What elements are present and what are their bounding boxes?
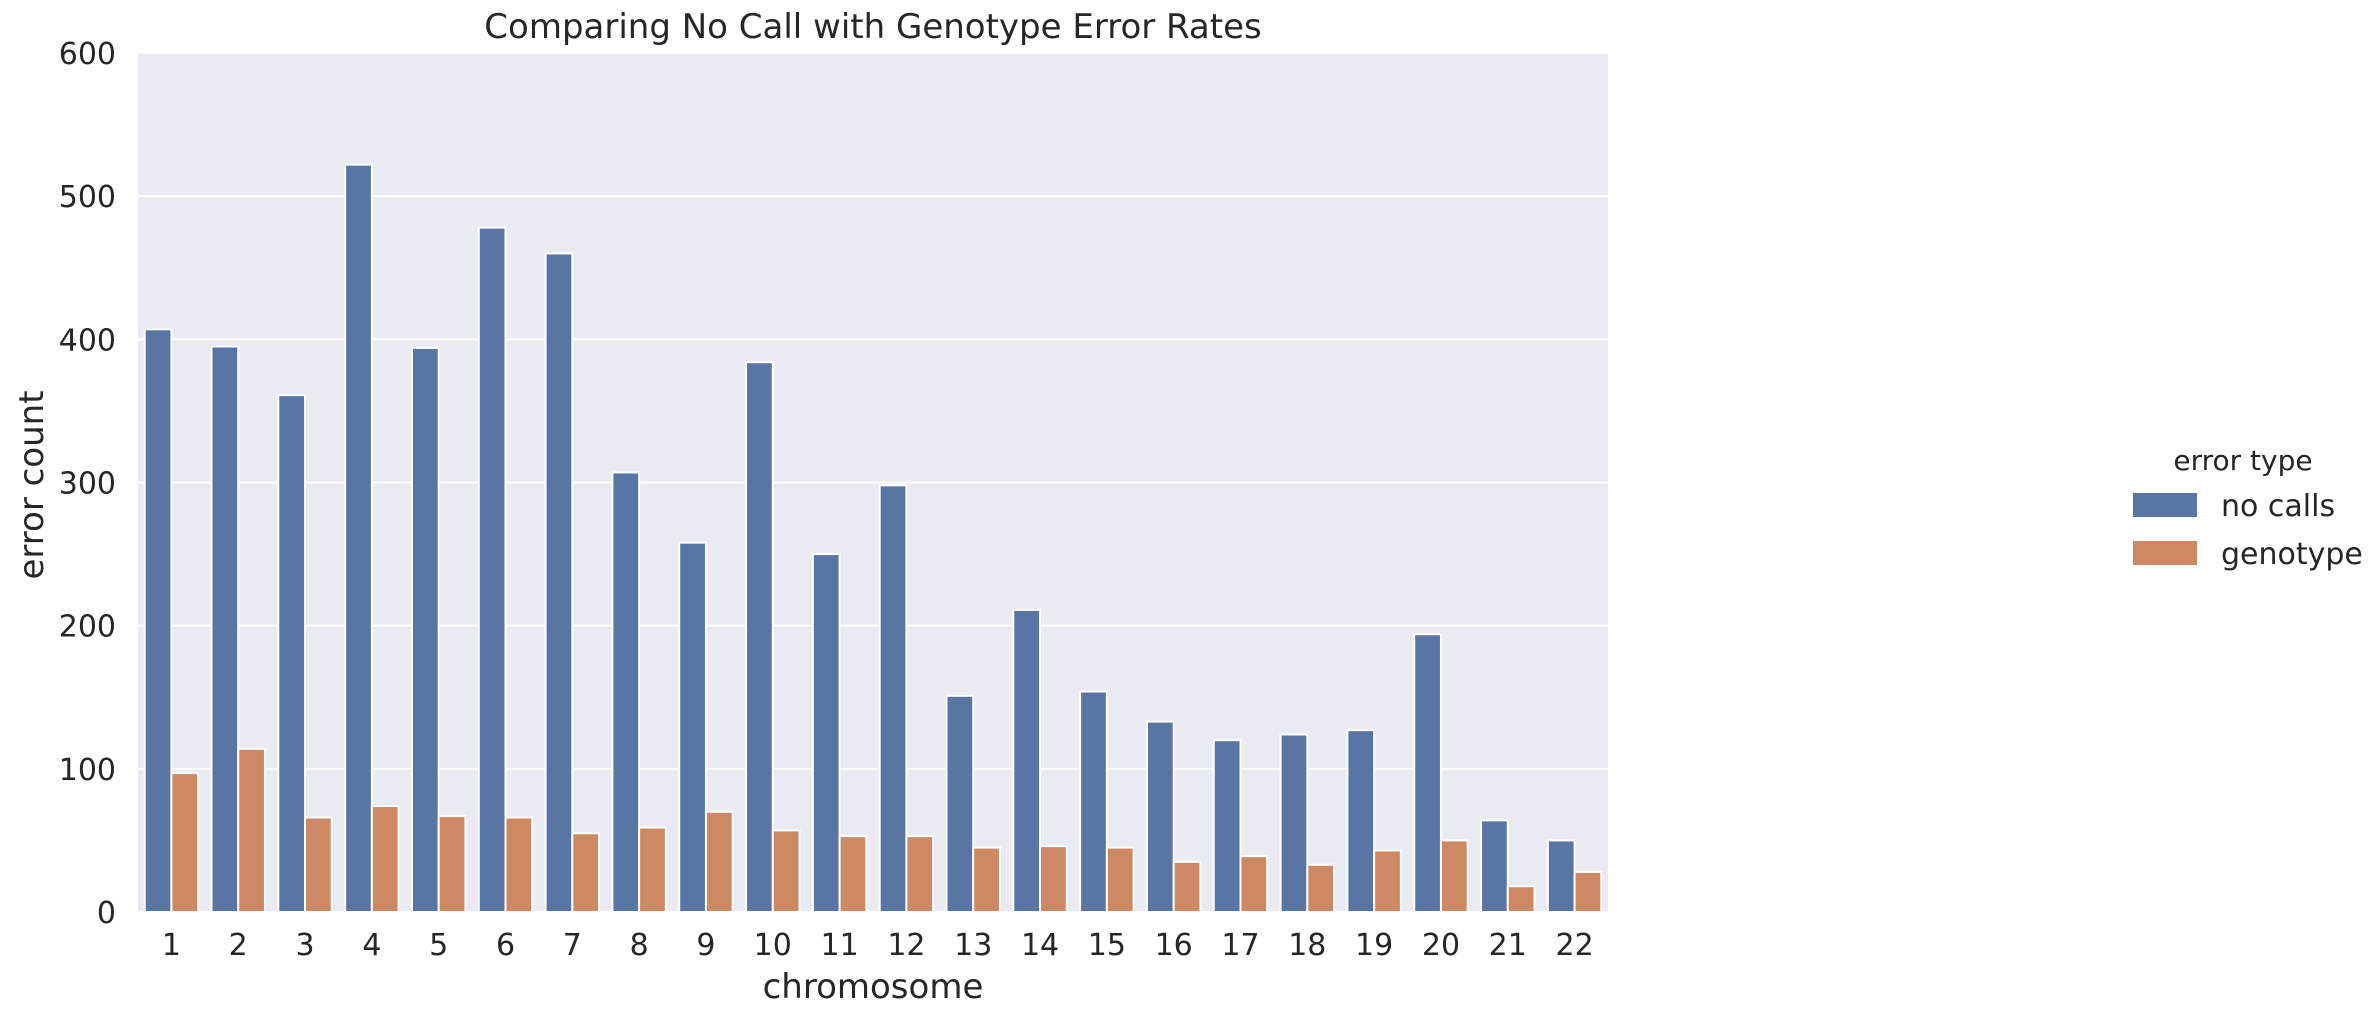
legend-swatch <box>2133 493 2197 517</box>
bar-no-calls-12 <box>878 484 908 913</box>
bar-genotype-10 <box>771 829 801 914</box>
bar-genotype-18 <box>1306 863 1336 914</box>
bar-no-calls-19 <box>1346 729 1376 914</box>
x-tick-label: 8 <box>630 928 649 963</box>
x-tick-label: 13 <box>954 928 992 963</box>
bar-no-calls-22 <box>1546 839 1576 914</box>
bar-genotype-7 <box>571 832 601 914</box>
bar-genotype-2 <box>237 747 266 913</box>
y-tick-label: 600 <box>59 37 116 72</box>
y-tick-label: 0 <box>97 896 116 931</box>
bar-no-calls-8 <box>611 471 641 913</box>
bar-no-calls-16 <box>1145 720 1175 913</box>
x-tick-label: 17 <box>1221 928 1259 963</box>
bar-no-calls-14 <box>1012 608 1042 913</box>
bar-genotype-16 <box>1172 860 1202 913</box>
bar-no-calls-5 <box>410 346 440 913</box>
bar-no-calls-21 <box>1480 819 1509 914</box>
bar-no-calls-15 <box>1079 690 1108 913</box>
y-axis-ticks: 0 100 200 300 400 500 600 <box>59 37 116 931</box>
x-tick-label: 21 <box>1489 928 1527 963</box>
legend-title: error type <box>2173 444 2312 477</box>
x-tick-label: 22 <box>1555 928 1593 963</box>
bar-genotype-9 <box>704 810 734 913</box>
bar-no-calls-6 <box>477 226 507 913</box>
x-tick-label: 14 <box>1021 928 1059 963</box>
bar-genotype-1 <box>170 772 200 914</box>
x-tick-label: 19 <box>1355 928 1393 963</box>
x-tick-label: 12 <box>887 928 925 963</box>
bar-genotype-19 <box>1373 849 1402 914</box>
y-axis-label: error count <box>12 390 52 579</box>
legend-swatch <box>2133 541 2197 565</box>
x-tick-label: 20 <box>1422 928 1460 963</box>
bar-no-calls-3 <box>277 394 307 913</box>
bar-genotype-4 <box>370 805 400 913</box>
bar-genotype-13 <box>972 846 1001 914</box>
y-tick-label: 400 <box>59 323 116 358</box>
x-tick-label: 15 <box>1088 928 1126 963</box>
bar-genotype-12 <box>905 835 935 913</box>
bar-genotype-20 <box>1439 839 1469 914</box>
legend-label: no calls <box>2221 489 2335 524</box>
x-axis-ticks: 1 2 3 4 5 6 7 8 9 10 11 12 13 14 15 16 17 18 19 20 21 22 <box>162 928 1594 963</box>
x-tick-label: 1 <box>162 928 181 963</box>
x-tick-label: 5 <box>429 928 448 963</box>
bar-genotype-8 <box>638 826 667 914</box>
x-tick-label: 3 <box>295 928 314 963</box>
chart-title: Comparing No Call with Genotype Error Ra… <box>484 7 1261 47</box>
legend: error type no calls genotype <box>2133 444 2363 572</box>
bar-genotype-6 <box>504 816 534 914</box>
x-tick-label: 7 <box>563 928 582 963</box>
y-tick-label: 100 <box>59 753 116 788</box>
bar-no-calls-20 <box>1413 633 1442 913</box>
y-tick-label: 500 <box>59 180 116 215</box>
x-tick-label: 4 <box>362 928 381 963</box>
x-tick-label: 10 <box>754 928 792 963</box>
x-tick-label: 2 <box>229 928 248 963</box>
bar-genotype-14 <box>1039 845 1068 913</box>
bar-no-calls-10 <box>745 361 774 913</box>
x-axis-label: chromosome <box>763 967 984 1007</box>
bar-genotype-15 <box>1105 846 1135 914</box>
x-tick-label: 9 <box>696 928 715 963</box>
bar-genotype-22 <box>1573 870 1603 913</box>
bar-no-calls-17 <box>1212 739 1242 914</box>
bar-no-calls-11 <box>811 553 841 913</box>
bar-genotype-11 <box>838 835 868 913</box>
x-tick-label: 6 <box>496 928 515 963</box>
bar-no-calls-13 <box>945 694 975 914</box>
bar-no-calls-4 <box>344 163 373 914</box>
bar-genotype-5 <box>437 815 467 913</box>
bar-genotype-3 <box>304 816 333 914</box>
bar-no-calls-1 <box>143 328 173 914</box>
bar-no-calls-7 <box>544 252 574 913</box>
legend-items: no calls genotype <box>2133 489 2363 572</box>
y-tick-label: 200 <box>59 610 116 645</box>
legend-label: genotype <box>2221 537 2363 572</box>
x-tick-label: 11 <box>820 928 858 963</box>
x-tick-label: 16 <box>1155 928 1193 963</box>
bar-genotype-21 <box>1506 885 1536 913</box>
bars <box>143 163 1603 914</box>
bar-genotype-17 <box>1239 855 1269 913</box>
bar-no-calls-18 <box>1279 733 1309 913</box>
bar-no-calls-9 <box>678 541 707 913</box>
bar-no-calls-2 <box>210 345 240 914</box>
y-tick-label: 300 <box>59 467 116 502</box>
x-tick-label: 18 <box>1288 928 1326 963</box>
